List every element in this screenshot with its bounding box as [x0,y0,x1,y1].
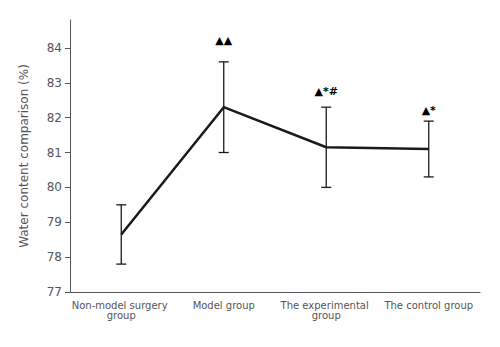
svg-text:▲*: ▲* [422,104,436,117]
svg-text:Water content comparison (%): Water content comparison (%) [17,64,31,248]
svg-text:84: 84 [47,41,62,55]
svg-text:group: group [312,310,341,321]
svg-text:group: group [107,310,136,321]
svg-text:83: 83 [47,76,62,90]
svg-text:81: 81 [47,146,62,160]
svg-text:The experimental: The experimental [280,299,372,311]
svg-text:The control group: The control group [383,300,473,311]
svg-text:82: 82 [47,111,62,125]
svg-text:Non-model surgery: Non-model surgery [71,299,171,311]
svg-text:78: 78 [47,250,62,264]
svg-text:▲▲: ▲▲ [215,34,232,47]
svg-text:Model group: Model group [193,300,255,311]
svg-text:80: 80 [47,180,62,194]
svg-text:79: 79 [47,215,62,229]
svg-text:77: 77 [47,285,62,299]
svg-text:▲*#: ▲*# [315,85,338,98]
